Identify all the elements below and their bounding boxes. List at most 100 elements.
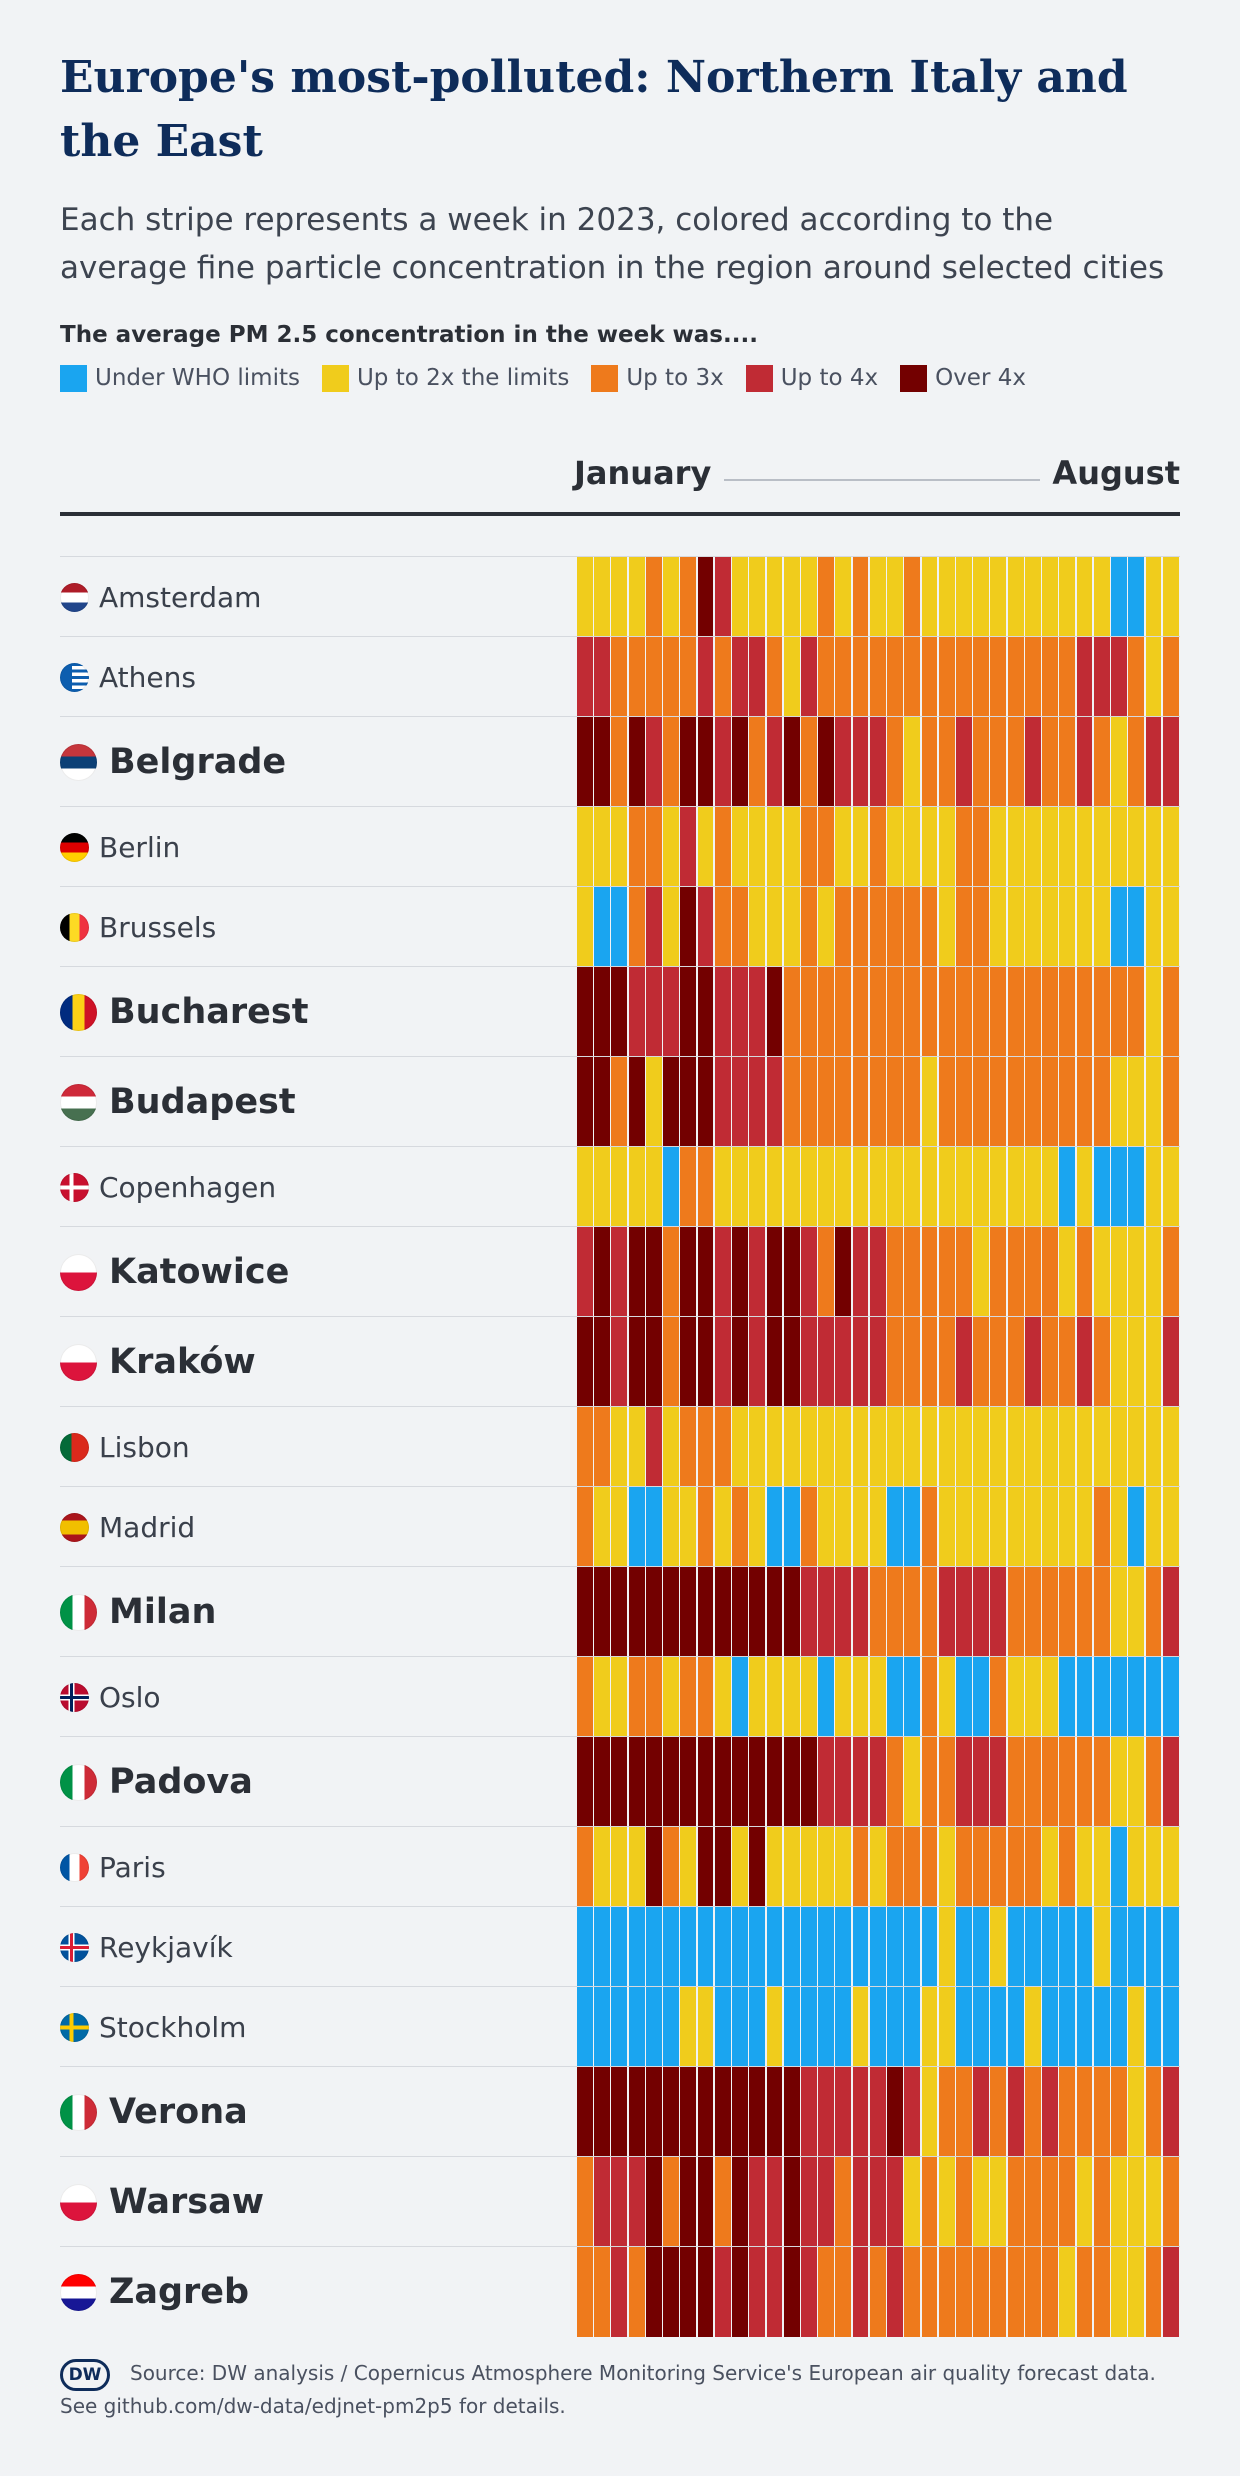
heatmap-row: Budapest <box>60 1056 1180 1147</box>
week-stripe <box>663 2247 679 2337</box>
city-label: Verona <box>60 2067 248 2157</box>
legend-swatch <box>591 364 619 392</box>
legend-swatch <box>321 364 349 392</box>
week-stripe <box>732 967 748 1057</box>
week-stripe <box>783 1827 800 1907</box>
week-stripe <box>1059 887 1076 967</box>
week-stripe <box>1128 807 1145 887</box>
week-stripe <box>938 1227 955 1317</box>
heatmap-row: Bucharest <box>60 966 1180 1057</box>
week-stripe <box>1162 1317 1179 1407</box>
week-stripe <box>680 1737 697 1827</box>
week-stripe <box>1024 807 1041 887</box>
city-label: Warsaw <box>60 2157 264 2247</box>
week-stripe <box>1042 1657 1058 1737</box>
week-stripe <box>714 2067 731 2157</box>
week-stripe <box>800 2067 817 2157</box>
city-name: Paris <box>99 1850 166 1884</box>
week-stripe <box>1024 2067 1041 2157</box>
week-stripe <box>800 1147 817 1227</box>
week-stripe <box>1111 1487 1127 1567</box>
week-stripe <box>1042 1227 1058 1317</box>
week-stripe <box>680 1987 697 2067</box>
italy-flag-icon <box>60 1593 97 1631</box>
week-stripe <box>1093 1907 1110 1987</box>
week-stripe <box>714 637 731 717</box>
week-stripe <box>956 1487 972 1567</box>
week-stripe <box>1076 1227 1093 1317</box>
week-stripe <box>714 1567 731 1657</box>
week-stripe <box>628 887 645 967</box>
week-stripe <box>800 2157 817 2247</box>
week-stripe <box>645 1737 662 1827</box>
week-stripe <box>869 1147 886 1227</box>
week-stripe <box>663 717 679 807</box>
week-stripe <box>1128 1737 1145 1827</box>
week-stripe <box>594 2157 611 2247</box>
week-stripe <box>904 967 921 1057</box>
week-stripe <box>1145 1907 1162 1987</box>
week-stripe <box>1162 1827 1179 1907</box>
week-stripe <box>611 1987 628 2067</box>
week-stripe <box>1145 1147 1162 1227</box>
week-stripe <box>697 2157 714 2247</box>
week-stripe <box>697 1987 714 2067</box>
week-stripe <box>1093 887 1110 967</box>
city-name: Stockholm <box>99 2010 247 2044</box>
week-stripe <box>628 1987 645 2067</box>
week-stripe <box>835 2067 852 2157</box>
week-stripe <box>1093 807 1110 887</box>
week-stripe <box>697 807 714 887</box>
week-stripe <box>732 1827 748 1907</box>
week-stripe <box>1076 637 1093 717</box>
week-stripe <box>766 807 783 887</box>
week-stripe <box>1059 1987 1076 2067</box>
week-stripe <box>714 717 731 807</box>
week-stripe <box>680 1227 697 1317</box>
week-stripe <box>594 1487 611 1567</box>
week-stripe <box>921 1657 938 1737</box>
week-stripe <box>1024 1407 1041 1487</box>
city-name: Amsterdam <box>99 580 262 614</box>
city-name: Reykjavík <box>99 1930 233 1964</box>
week-stripe <box>1111 1567 1127 1657</box>
week-stripe <box>1128 557 1145 637</box>
city-label: Milan <box>60 1567 216 1657</box>
week-stripe <box>1111 807 1127 887</box>
week-stripe <box>714 557 731 637</box>
week-stripe <box>1145 967 1162 1057</box>
week-stripe <box>1076 1907 1093 1987</box>
week-stripe <box>1162 1407 1179 1487</box>
week-stripe <box>594 1147 611 1227</box>
week-stripe <box>904 1407 921 1487</box>
week-stripe <box>1093 1737 1110 1827</box>
week-stripe <box>1042 2247 1058 2337</box>
week-stripe <box>749 1057 766 1147</box>
week-stripe <box>749 2067 766 2157</box>
week-stripe <box>1093 1657 1110 1737</box>
week-stripe <box>956 637 972 717</box>
week-stripe <box>783 807 800 887</box>
week-stripe <box>990 2247 1007 2337</box>
week-stripe <box>818 1227 835 1317</box>
city-label: Berlin <box>60 807 180 887</box>
week-stripe <box>921 717 938 807</box>
week-stripe <box>1076 1827 1093 1907</box>
week-stripe <box>697 967 714 1057</box>
week-stripe <box>783 1657 800 1737</box>
week-stripe <box>818 1987 835 2067</box>
week-stripe <box>887 1147 903 1227</box>
week-stripe <box>904 557 921 637</box>
legend-item-up-to-2x: Up to 2x the limits <box>321 364 569 392</box>
week-stripe <box>956 1567 972 1657</box>
week-stripe <box>1093 2067 1110 2157</box>
stripe-band <box>577 1657 1180 1737</box>
week-stripe <box>697 1907 714 1987</box>
week-stripe <box>818 717 835 807</box>
week-stripe <box>1111 1057 1127 1147</box>
week-stripe <box>869 1737 886 1827</box>
week-stripe <box>1145 1057 1162 1147</box>
week-stripe <box>1076 1737 1093 1827</box>
week-stripe <box>852 967 869 1057</box>
week-stripe <box>921 2067 938 2157</box>
